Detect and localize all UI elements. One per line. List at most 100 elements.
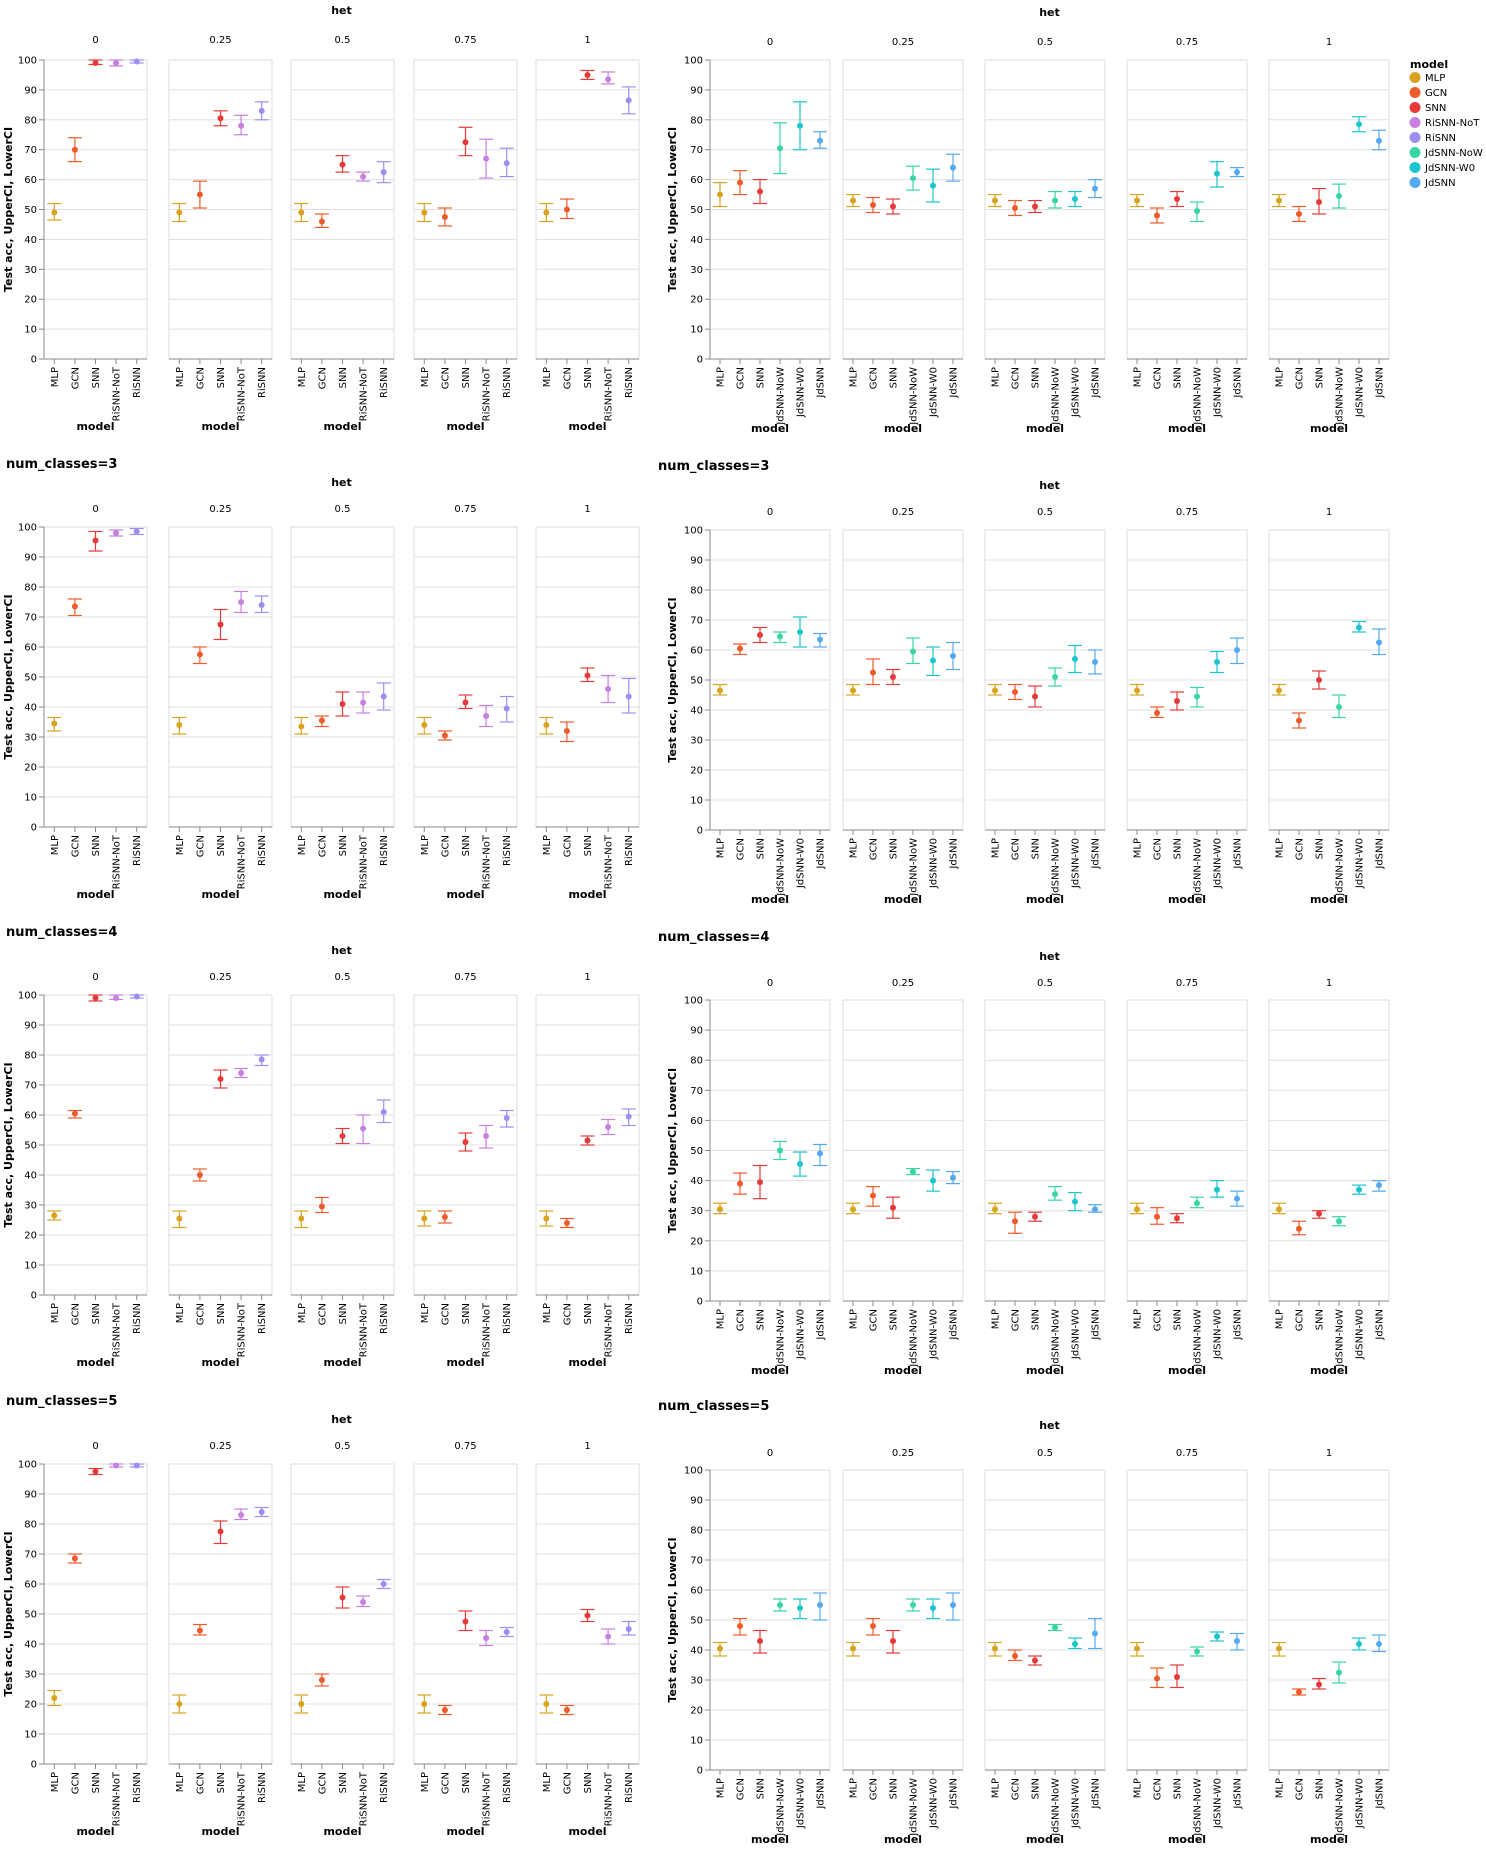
y-tick-label: 50 — [24, 1141, 37, 1152]
point-MLP — [421, 722, 428, 728]
x-tick-label: JdSNN-W0 — [929, 367, 940, 418]
x-tick-label: JdSNN-NoW — [1335, 838, 1346, 897]
point-GCN — [1296, 1689, 1302, 1695]
y-tick-label: 30 — [24, 733, 37, 744]
x-axis-title: model — [1310, 893, 1348, 906]
point-RiSNN-NoT — [238, 122, 245, 129]
y-tick-label: 10 — [24, 1261, 37, 1272]
facet-label: 0.75 — [454, 35, 476, 46]
y-axis-title: Test acc, UpperCI, LowerCI — [666, 127, 679, 292]
point-GCN — [1296, 717, 1302, 724]
point-JdSNN — [1234, 1195, 1240, 1202]
y-tick-label: 50 — [690, 1616, 703, 1627]
y-tick-label: 70 — [24, 1550, 37, 1561]
x-tick-label: GCN — [736, 1309, 747, 1331]
point-RiSNN-NoT — [113, 530, 120, 536]
row-title: num_classes=3 — [658, 459, 769, 474]
legend-swatch-MLP — [1409, 72, 1421, 83]
y-tick-label: 60 — [690, 1586, 703, 1597]
y-tick-label: 80 — [24, 115, 37, 126]
x-tick-label: MLP — [175, 835, 186, 855]
x-tick-label: SNN — [461, 367, 472, 388]
facet-3: 0.75 MLP GCN SNN RiSNN-NoT RiSNN model — [413, 972, 518, 1369]
point-SNN — [757, 1179, 763, 1186]
legend-label-JdSNN: JdSNN — [1424, 178, 1456, 189]
point-RiSNN-NoT — [238, 1512, 245, 1518]
y-tick-label: 0 — [697, 826, 703, 837]
point-MLP — [543, 209, 550, 216]
point-SNN — [584, 672, 591, 679]
facet-0: 0 0 10 20 30 40 50 60 70 80 90 100 MLP GCN SNN JdSNN-No… — [684, 978, 831, 1377]
point-SNN — [757, 1638, 763, 1644]
x-tick-label: MLP — [849, 838, 860, 858]
x-tick-label: JdSNN — [1375, 1778, 1386, 1810]
point-JdSNN-W0 — [797, 1161, 803, 1168]
x-tick-label: RiSNN-NoT — [604, 366, 615, 421]
x-tick-label: MLP — [1275, 367, 1286, 387]
facet-3: 0.75 MLP GCN SNN JdSNN-NoW JdSNN-W0 JdSNN model — [1126, 37, 1248, 435]
x-tick-label: RiSNN-NoT — [237, 834, 248, 889]
x-tick-label: GCN — [1295, 367, 1306, 389]
facet-label: 0.5 — [1037, 37, 1053, 48]
facet-2: 0.5 MLP GCN SNN RiSNN-NoT RiSNN model — [290, 972, 395, 1369]
facet-2: 0.5 MLP GCN SNN RiSNN-NoT RiSNN model — [290, 1441, 395, 1838]
y-tick-label: 20 — [24, 1700, 37, 1711]
x-tick-label: MLP — [50, 1303, 61, 1323]
charts-layer: het Test acc, UpperCI, LowerCI 00102030405… — [2, 4, 1390, 1846]
x-axis-title: model — [568, 1825, 606, 1838]
y-tick-label: 100 — [18, 56, 37, 67]
x-tick-label: JdSNN-W0 — [1071, 838, 1082, 889]
facet-2: 0.5 MLP GCN SNN JdSNN-NoW JdSNN-W0 JdSNN model — [984, 1448, 1106, 1846]
point-MLP — [1134, 197, 1140, 204]
facet-4: 1 MLP GCN SNN JdSNN-NoW JdSNN-W0 JdSNN model — [1268, 978, 1390, 1377]
facet-1: 0.25 MLP GCN SNN JdSNN-NoW JdSNN-W0 JdSNN model — [842, 37, 964, 435]
y-tick-label: 20 — [690, 295, 703, 306]
point-JdSNN-NoW — [1052, 1624, 1058, 1631]
point-SNN — [584, 1612, 591, 1619]
point-JdSNN-NoW — [777, 145, 783, 152]
x-axis-title: model — [751, 1833, 789, 1846]
facet-4: 1 MLP GCN SNN RiSNN-NoT RiSNN model — [535, 504, 640, 901]
point-GCN — [196, 651, 203, 658]
point-RiSNN — [380, 693, 387, 700]
legend-swatch-JdSNN-W0 — [1409, 162, 1421, 173]
point-GCN — [563, 1707, 570, 1713]
y-tick-label: 50 — [24, 673, 37, 684]
point-JdSNN-W0 — [930, 1605, 936, 1611]
x-tick-label: MLP — [175, 1303, 186, 1323]
point-SNN — [462, 1139, 469, 1145]
y-tick-label: 20 — [24, 295, 37, 306]
x-tick-label: SNN — [1173, 1778, 1184, 1799]
x-axis-title: model — [751, 893, 789, 906]
x-axis-title: model — [884, 1833, 922, 1846]
legend-title: model — [1410, 58, 1448, 71]
point-JdSNN-NoW — [910, 1602, 916, 1608]
point-MLP — [1276, 687, 1282, 694]
point-RiSNN — [503, 1629, 510, 1635]
x-tick-label: GCN — [562, 835, 573, 857]
x-tick-label: SNN — [338, 367, 349, 388]
point-SNN — [890, 1638, 896, 1644]
x-tick-label: RiSNN — [624, 1772, 635, 1803]
row-title: num_classes=4 — [6, 925, 117, 940]
point-RiSNN-NoT — [605, 686, 612, 692]
point-JdSNN — [817, 636, 823, 643]
y-tick-label: 60 — [690, 1116, 703, 1127]
x-tick-label: RiSNN-NoT — [604, 1302, 615, 1357]
x-axis-title: model — [1168, 1833, 1206, 1846]
facet-1: 0.25 MLP GCN SNN RiSNN-NoT RiSNN model — [168, 972, 273, 1369]
x-tick-label: GCN — [317, 1303, 328, 1325]
column-title: het — [1039, 6, 1060, 19]
x-tick-label: RiSNN — [379, 367, 390, 398]
y-tick-label: 50 — [24, 205, 37, 216]
y-tick-label: 100 — [18, 1460, 37, 1471]
y-tick-label: 0 — [697, 1766, 703, 1777]
point-JdSNN — [1092, 1206, 1098, 1213]
y-tick-label: 90 — [690, 556, 703, 567]
x-axis-title: model — [76, 1825, 114, 1838]
facet-label: 0 — [767, 507, 773, 518]
x-tick-label: GCN — [869, 838, 880, 860]
legend-label-JdSNN-W0: JdSNN-W0 — [1424, 163, 1475, 174]
x-axis-title: model — [1026, 422, 1064, 435]
